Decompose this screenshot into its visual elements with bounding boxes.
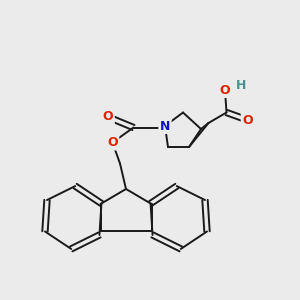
Text: O: O [107, 136, 118, 149]
Text: O: O [220, 83, 230, 97]
Text: O: O [242, 113, 253, 127]
Text: H: H [236, 79, 247, 92]
Text: N: N [160, 119, 170, 133]
Text: O: O [103, 110, 113, 124]
